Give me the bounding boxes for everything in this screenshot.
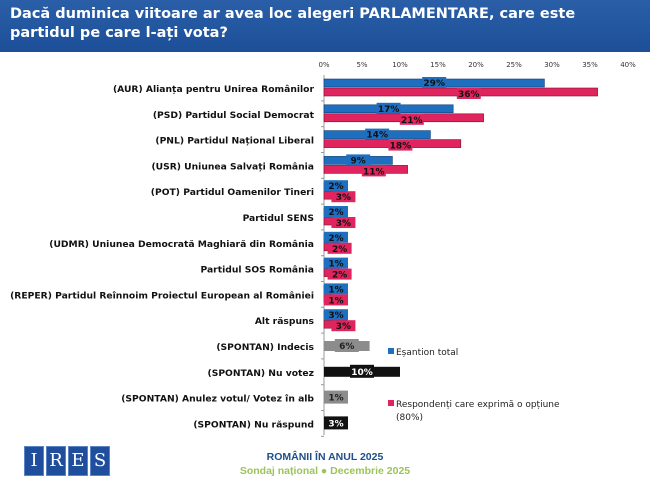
data-label-bg	[331, 320, 356, 332]
x-tick-label: 0%	[318, 61, 329, 69]
data-label-esantion: 3%	[328, 311, 343, 321]
data-label-bg	[324, 283, 348, 295]
data-label-respondenti: 11%	[363, 167, 385, 177]
data-label-bg	[331, 217, 356, 228]
category-label: Partidul SOS România	[200, 265, 314, 276]
data-label-bg	[324, 231, 348, 243]
logo-letter: R	[46, 446, 66, 476]
data-label-bg	[324, 206, 348, 217]
data-label-esantion: 14%	[366, 131, 388, 141]
data-label-esantion: 2%	[328, 234, 343, 244]
data-label-bg	[327, 268, 352, 280]
bar-chart: 0% 5% 10% 15% 20% 25% 30% 35% 40% (AUR) Alianța p…	[10, 61, 636, 437]
category-label: (UDMR) Uniunea Democrată Maghiară din Ro…	[49, 239, 314, 250]
data-label-esantion: 6%	[339, 342, 354, 352]
data-label-esantion: 3%	[328, 419, 343, 429]
data-label-respondenti: 3%	[336, 193, 351, 203]
x-tick-label: 25%	[506, 61, 522, 69]
data-label-esantion: 2%	[328, 182, 343, 192]
data-label-respondenti: 2%	[332, 271, 347, 281]
category-label: (SPONTAN) Anulez votul/ Votez în alb	[121, 394, 314, 405]
data-label-bg	[324, 390, 348, 404]
x-tick-label: 10%	[392, 61, 408, 69]
data-label-bg	[324, 416, 348, 430]
legend-swatch-respondenti	[388, 400, 394, 406]
data-label-bg	[324, 180, 348, 192]
data-label-esantion: 17%	[378, 105, 400, 115]
footer-subtitle: Sondaj național ● Decembrie 2025	[239, 465, 411, 477]
category-label: (POT) Partidul Oamenilor Tineri	[151, 187, 314, 198]
data-label-esantion: 29%	[423, 79, 445, 89]
data-label-bg	[456, 88, 481, 99]
data-label-bg	[327, 242, 352, 254]
chart-title: Dacă duminica viitoare ar avea loc alege…	[0, 0, 650, 52]
data-label-bg	[399, 113, 424, 125]
x-tick-label: 35%	[582, 61, 598, 69]
data-label-esantion: 10%	[351, 368, 373, 378]
data-label-respondenti: 2%	[332, 245, 347, 255]
data-label-esantion: 1%	[328, 394, 343, 404]
x-tick-label: 20%	[468, 61, 484, 69]
data-label-respondenti: 21%	[401, 116, 423, 126]
legend-label-respondenti-pct: (80%)	[396, 413, 423, 423]
logo-letter: S	[90, 446, 110, 476]
category-label: Alt răspuns	[255, 316, 315, 327]
data-label-bg	[346, 154, 371, 166]
data-label-respondenti: 36%	[458, 90, 480, 100]
x-tick-label: 30%	[544, 61, 560, 69]
data-label-bg	[331, 191, 356, 203]
data-label-bg	[388, 139, 413, 151]
x-tick-label: 15%	[430, 61, 446, 69]
data-label-esantion: 2%	[328, 208, 343, 218]
category-label: (SPONTAN) Nu votez	[208, 368, 315, 379]
data-label-respondenti: 18%	[390, 142, 412, 152]
footer-title: ROMÂNII ÎN ANUL 2025	[266, 451, 384, 463]
category-label: (SPONTAN) Nu răspund	[193, 419, 314, 430]
logo-letter: E	[68, 446, 88, 476]
x-tick-label: 5%	[356, 61, 367, 69]
category-label: (REPER) Partidul Reînnoim Proiectul Euro…	[10, 290, 314, 301]
data-label-esantion: 9%	[351, 156, 366, 166]
legend-swatch-esantion	[388, 348, 394, 354]
x-tick-label: 40%	[620, 61, 636, 69]
data-label-respondenti: 3%	[336, 219, 351, 229]
category-label: (PSD) Partidul Social Democrat	[153, 110, 315, 121]
category-label: (AUR) Alianța pentru Unirea Românilor	[113, 84, 315, 95]
data-label-bg	[350, 364, 374, 378]
data-label-bg	[422, 77, 447, 88]
data-label-bg	[361, 165, 386, 177]
logo-letter: I	[24, 446, 44, 476]
legend-label-esantion: Eșantion total	[396, 348, 458, 358]
ires-logo: I R E S	[24, 446, 110, 476]
data-label-respondenti: 1%	[328, 296, 343, 306]
data-label-bg	[324, 257, 348, 269]
category-label: (PNL) Partidul Național Liberal	[155, 136, 314, 147]
data-label-bg	[324, 294, 348, 306]
data-label-esantion: 1%	[328, 260, 343, 270]
category-label: (SPONTAN) Indecis	[216, 342, 314, 353]
data-label-bg	[334, 339, 359, 352]
legend-label-respondenti: Respondenți care exprimă o opțiune	[396, 400, 560, 410]
data-label-bg	[365, 128, 390, 140]
data-label-bg	[324, 309, 348, 321]
data-label-esantion: 1%	[328, 285, 343, 295]
data-label-bg	[376, 102, 401, 114]
data-label-respondenti: 3%	[336, 322, 351, 332]
category-label: Partidul SENS	[243, 213, 314, 224]
category-label: (USR) Uniunea Salvați România	[151, 161, 314, 172]
